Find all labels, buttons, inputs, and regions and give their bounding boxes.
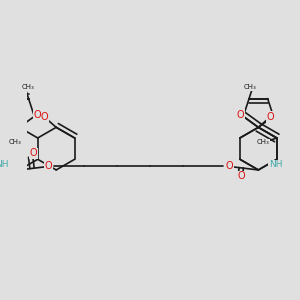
Text: CH₃: CH₃ (8, 139, 21, 145)
Text: O: O (267, 112, 274, 122)
Text: O: O (44, 161, 52, 171)
Text: CH₃: CH₃ (257, 139, 269, 145)
Text: CH₃: CH₃ (22, 84, 34, 90)
Text: O: O (33, 110, 41, 120)
Text: NH: NH (269, 160, 282, 169)
Text: O: O (226, 161, 233, 171)
Text: O: O (237, 110, 244, 120)
Text: NH: NH (0, 160, 9, 169)
Text: O: O (30, 148, 38, 158)
Text: O: O (237, 171, 245, 181)
Text: CH₃: CH₃ (243, 84, 256, 90)
Text: O: O (40, 112, 48, 122)
